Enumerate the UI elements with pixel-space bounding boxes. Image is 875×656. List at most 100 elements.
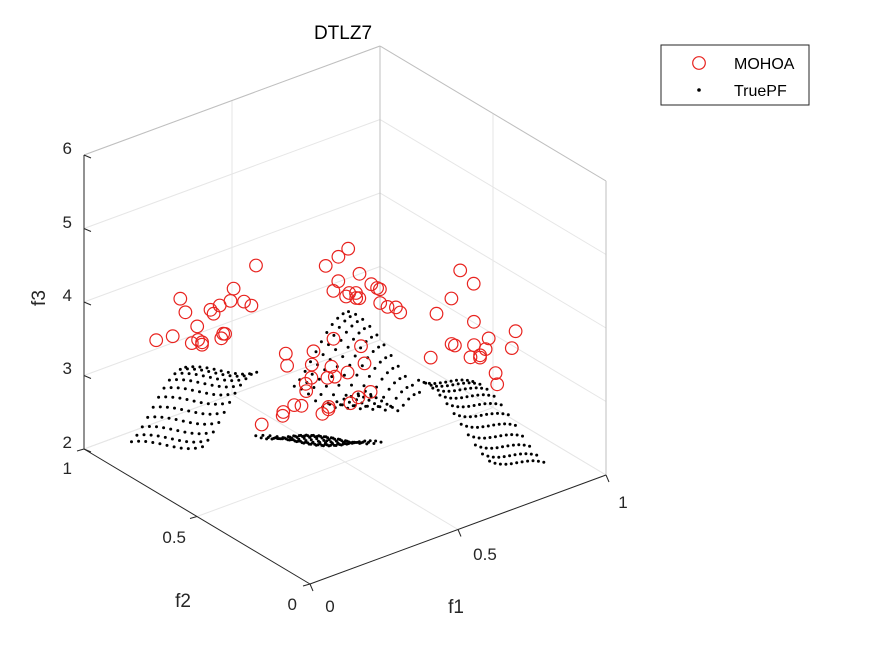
- truepf-point: [515, 461, 519, 465]
- truepf-point: [315, 437, 319, 441]
- mohoa-point: [488, 366, 503, 381]
- truepf-point: [407, 397, 411, 401]
- axes-box: [76, 45, 610, 592]
- truepf-point: [463, 387, 467, 391]
- truepf-point: [175, 378, 178, 382]
- truepf-point: [327, 438, 331, 442]
- truepf-point: [221, 373, 225, 377]
- truepf-point: [231, 385, 235, 389]
- truepf-point: [213, 402, 217, 406]
- truepf-point: [488, 436, 492, 439]
- truepf-point: [495, 446, 499, 450]
- y-tick-label: 0.5: [162, 528, 186, 547]
- truepf-point: [172, 445, 176, 449]
- truepf-point: [536, 459, 540, 463]
- truepf-point: [233, 391, 237, 395]
- truepf-point: [130, 440, 133, 444]
- truepf-point: [467, 404, 471, 408]
- truepf-point: [335, 400, 339, 404]
- y-tick: [76, 448, 85, 452]
- truepf-point: [529, 452, 533, 456]
- truepf-point: [476, 425, 479, 429]
- mohoa-point: [195, 337, 209, 352]
- truepf-point: [424, 381, 428, 385]
- truepf-point: [473, 381, 476, 385]
- truepf-point: [249, 372, 253, 376]
- grid-line: [196, 407, 494, 517]
- truepf-point: [449, 396, 453, 400]
- truepf-point: [528, 444, 532, 448]
- truepf-point: [180, 371, 184, 375]
- mohoa-point: [340, 365, 355, 380]
- truepf-point: [347, 400, 351, 404]
- legend-marker-mohoa: [692, 56, 706, 70]
- truepf-point: [358, 407, 362, 411]
- truepf-point: [466, 433, 470, 437]
- truepf-point: [314, 399, 318, 403]
- mohoa-point: [504, 341, 519, 356]
- truepf-point: [212, 367, 216, 371]
- box-edge: [379, 45, 607, 182]
- mohoa-point: [373, 282, 387, 297]
- mohoa-point: [326, 284, 341, 298]
- truepf-point: [162, 386, 166, 390]
- mohoa-point: [278, 346, 293, 361]
- truepf-point: [309, 360, 312, 364]
- truepf-point: [497, 455, 501, 459]
- truepf-point: [192, 399, 196, 403]
- mohoa-point: [478, 342, 493, 357]
- truepf-point: [147, 425, 151, 428]
- truepf-point: [348, 315, 352, 319]
- mohoa-point: [191, 333, 206, 347]
- truepf-point: [481, 425, 485, 429]
- truepf-point: [206, 402, 210, 406]
- mohoa-point: [444, 291, 459, 306]
- truepf-point: [156, 434, 160, 438]
- truepf-point: [224, 385, 228, 389]
- mohoa-point: [237, 294, 251, 309]
- truepf-point: [459, 422, 463, 426]
- mohoa-point: [249, 258, 263, 273]
- z-tick: [83, 228, 92, 232]
- truepf-point: [453, 389, 456, 393]
- truepf-point: [337, 383, 341, 387]
- truepf-point: [352, 337, 355, 341]
- truepf-point: [390, 405, 394, 409]
- truepf-point: [191, 365, 195, 369]
- truepf-point: [182, 378, 186, 382]
- truepf-point: [465, 378, 469, 382]
- truepf-point: [502, 455, 506, 459]
- truepf-point: [330, 375, 334, 379]
- mohoa-point: [304, 357, 319, 372]
- truepf-point: [186, 447, 190, 451]
- truepf-point: [460, 396, 464, 400]
- z-tick-label: 3: [63, 359, 72, 378]
- truepf-point: [144, 440, 148, 443]
- truepf-point: [493, 435, 497, 439]
- truepf-point: [443, 395, 447, 399]
- mohoa-point: [481, 331, 496, 346]
- truepf-point: [164, 395, 168, 399]
- truepf-point: [329, 443, 332, 447]
- truepf-point: [268, 434, 272, 438]
- truepf-point: [210, 383, 214, 387]
- truepf-point: [201, 412, 205, 416]
- truepf-point: [151, 405, 155, 409]
- truepf-point: [490, 446, 494, 450]
- truepf-point: [158, 442, 162, 446]
- truepf-point: [374, 396, 378, 400]
- x-tick-label: 0.5: [473, 545, 497, 564]
- truepf-point: [318, 440, 322, 444]
- truepf-point: [201, 445, 204, 449]
- truepf-point: [371, 350, 375, 353]
- truepf-point: [259, 436, 263, 440]
- truepf-point: [342, 373, 346, 377]
- truepf-point: [219, 369, 223, 373]
- z-tick: [83, 154, 92, 159]
- truepf-point: [485, 412, 489, 416]
- truepf-point: [337, 325, 341, 329]
- truepf-point: [190, 431, 194, 435]
- grid-line: [83, 339, 381, 450]
- truepf-point: [321, 353, 325, 357]
- truepf-point: [173, 406, 176, 410]
